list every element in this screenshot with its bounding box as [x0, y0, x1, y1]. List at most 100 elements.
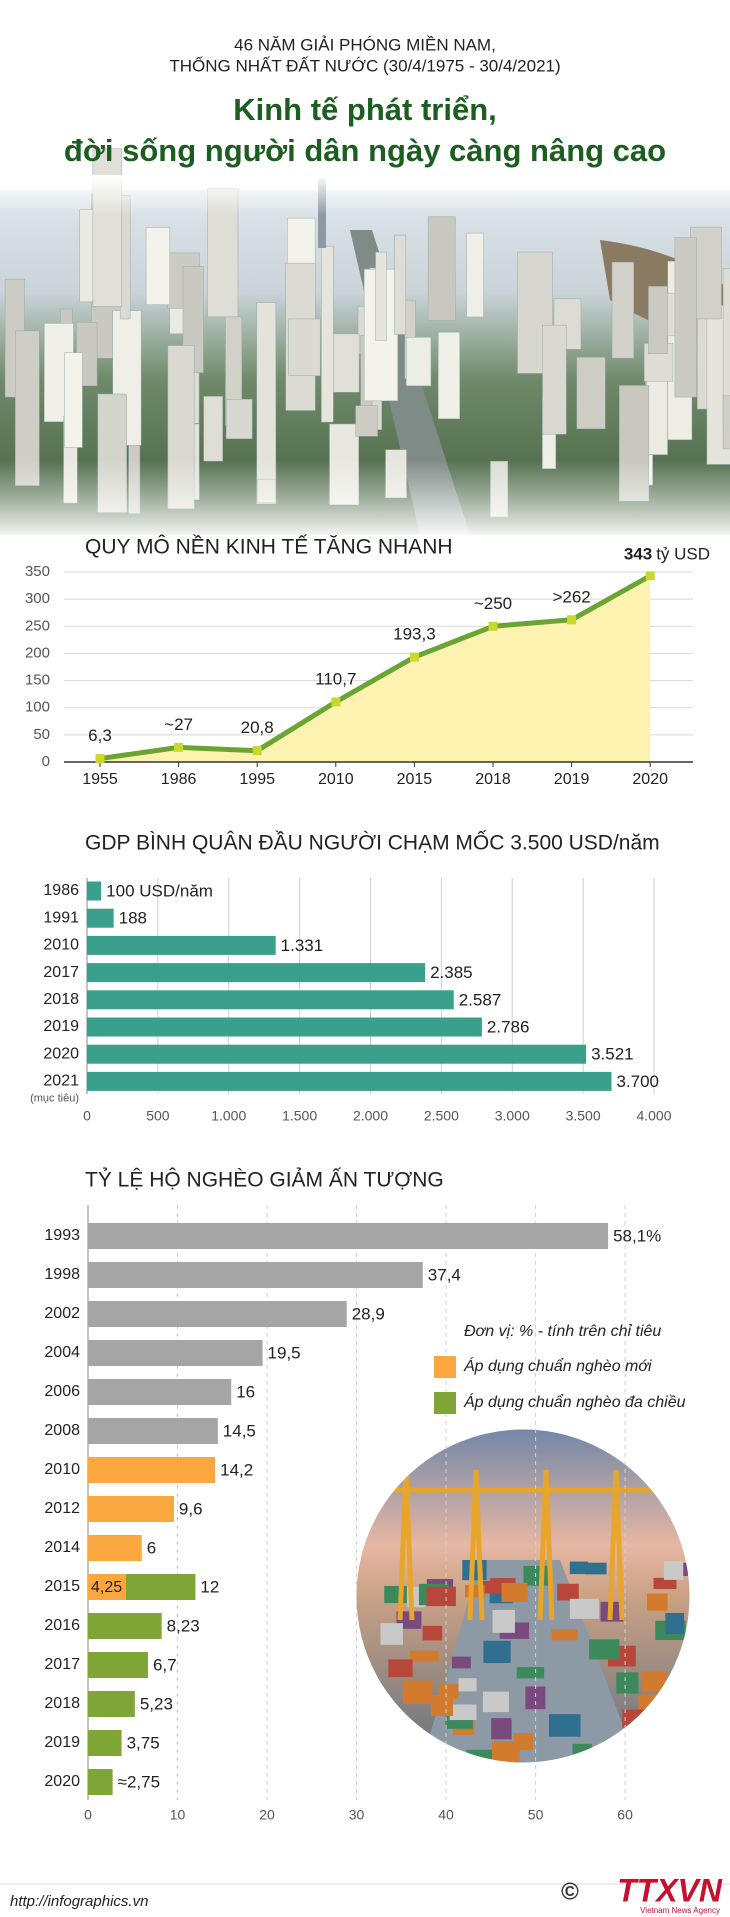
bar	[87, 935, 276, 955]
y-tick-label: 0	[42, 753, 50, 770]
container	[663, 1684, 686, 1698]
bar	[88, 1496, 174, 1522]
value-label: 19,5	[268, 1343, 301, 1362]
legend-label: Áp dụng chuẩn nghèo mới	[463, 1356, 652, 1375]
unit-label: tỷ USD	[656, 544, 710, 563]
marker	[409, 652, 419, 662]
building	[722, 268, 730, 430]
x-tick-label: 2010	[318, 771, 354, 788]
marker	[252, 746, 262, 756]
container	[660, 1719, 691, 1733]
building	[225, 399, 253, 439]
x-tick-label: 30	[349, 1807, 365, 1823]
value-label: 110,7	[315, 669, 356, 688]
building	[438, 331, 460, 420]
value-label: 6,7	[153, 1655, 177, 1674]
bar	[87, 1017, 482, 1037]
marker	[567, 615, 577, 625]
photo-fade-top	[0, 175, 730, 215]
x-tick-label: 500	[146, 1108, 170, 1124]
bar	[88, 1652, 148, 1678]
building	[648, 286, 668, 354]
value-label: 8,23	[167, 1616, 200, 1635]
container	[523, 1565, 550, 1586]
container	[422, 1754, 442, 1764]
value-label: 9,6	[179, 1499, 203, 1518]
x-tick-label: 3.000	[495, 1108, 530, 1124]
photo-frame	[353, 1426, 693, 1766]
container	[380, 1623, 403, 1645]
y-tick-label: 2019	[44, 1734, 80, 1751]
bar	[88, 1262, 423, 1288]
building	[64, 352, 83, 448]
y-tick-label: 150	[25, 672, 50, 689]
bar	[88, 1457, 216, 1483]
line	[99, 573, 652, 762]
bar	[88, 1613, 162, 1639]
container	[451, 1656, 471, 1669]
value-label: 188	[119, 909, 147, 928]
container	[616, 1672, 639, 1694]
y-tick-label: 2017	[43, 964, 79, 981]
container	[409, 1650, 439, 1662]
container	[492, 1609, 515, 1633]
x-tick-label: 20	[259, 1807, 275, 1823]
y-tick-label: 1998	[44, 1266, 80, 1283]
port-photo	[355, 1428, 691, 1764]
value-label: 14,5	[223, 1421, 256, 1440]
value-label: 100 USD/năm	[106, 881, 213, 900]
y-tick-label: 2015	[44, 1578, 80, 1595]
x-tick-label: 1995	[239, 771, 275, 788]
y-tick-label: 2020	[44, 1773, 80, 1790]
x-tick-label: 0	[84, 1807, 92, 1823]
x-tick-label: 2019	[554, 771, 590, 788]
main-title: Kinh tế phát triển,	[233, 92, 497, 127]
container	[458, 1678, 477, 1692]
x-tick-label: 1.000	[211, 1108, 246, 1124]
legend-swatch	[434, 1356, 456, 1378]
y-tick-label: 250	[25, 617, 50, 634]
value-label: 58,1%	[613, 1226, 661, 1245]
value-label: 1.331	[281, 936, 324, 955]
value-label: 4,25	[91, 1579, 122, 1596]
x-tick-label: 2015	[397, 771, 433, 788]
building	[405, 337, 432, 387]
value-label: >262	[552, 587, 590, 606]
value-label: 20,8	[241, 718, 274, 737]
y-tick-label: 2017	[44, 1656, 80, 1673]
value-label: 3,75	[127, 1733, 160, 1752]
bar	[87, 908, 114, 928]
x-tick-label: 1986	[161, 771, 197, 788]
container	[426, 1586, 456, 1607]
value-label: 37,4	[428, 1265, 461, 1284]
area-fill	[100, 575, 651, 762]
value-label: 5,23	[140, 1694, 173, 1713]
container	[589, 1639, 620, 1660]
container	[482, 1691, 509, 1713]
value-label: ~250	[474, 594, 512, 613]
container	[646, 1593, 668, 1611]
building	[611, 261, 635, 359]
x-tick-label: 2020	[632, 771, 668, 788]
y-tick-label: 2012	[44, 1500, 80, 1517]
building	[576, 357, 606, 430]
value-label: 28,9	[352, 1304, 385, 1323]
unit-note: Đơn vị: % - tính trên chỉ tiêu	[464, 1323, 661, 1340]
logo: TTXVN	[617, 1872, 723, 1908]
x-tick-label: 0	[83, 1108, 91, 1124]
bar	[87, 881, 102, 901]
y-tick-label: 2019	[43, 1018, 79, 1035]
bar	[88, 1340, 263, 1366]
container	[551, 1629, 579, 1641]
y-tick-label: 1993	[44, 1227, 80, 1244]
y-tick-label: 2021	[43, 1073, 79, 1090]
x-tick-label: 3.500	[566, 1108, 601, 1124]
bar	[88, 1691, 135, 1717]
container	[492, 1741, 520, 1764]
y-tick-label: 1986	[43, 882, 79, 899]
y-tick-label: 200	[25, 644, 50, 661]
photo-fade	[0, 460, 730, 540]
footer-url: http://infographics.vn	[10, 1893, 148, 1910]
y-tick-label: 2002	[44, 1305, 80, 1322]
y-tick-label: 2014	[44, 1539, 80, 1556]
